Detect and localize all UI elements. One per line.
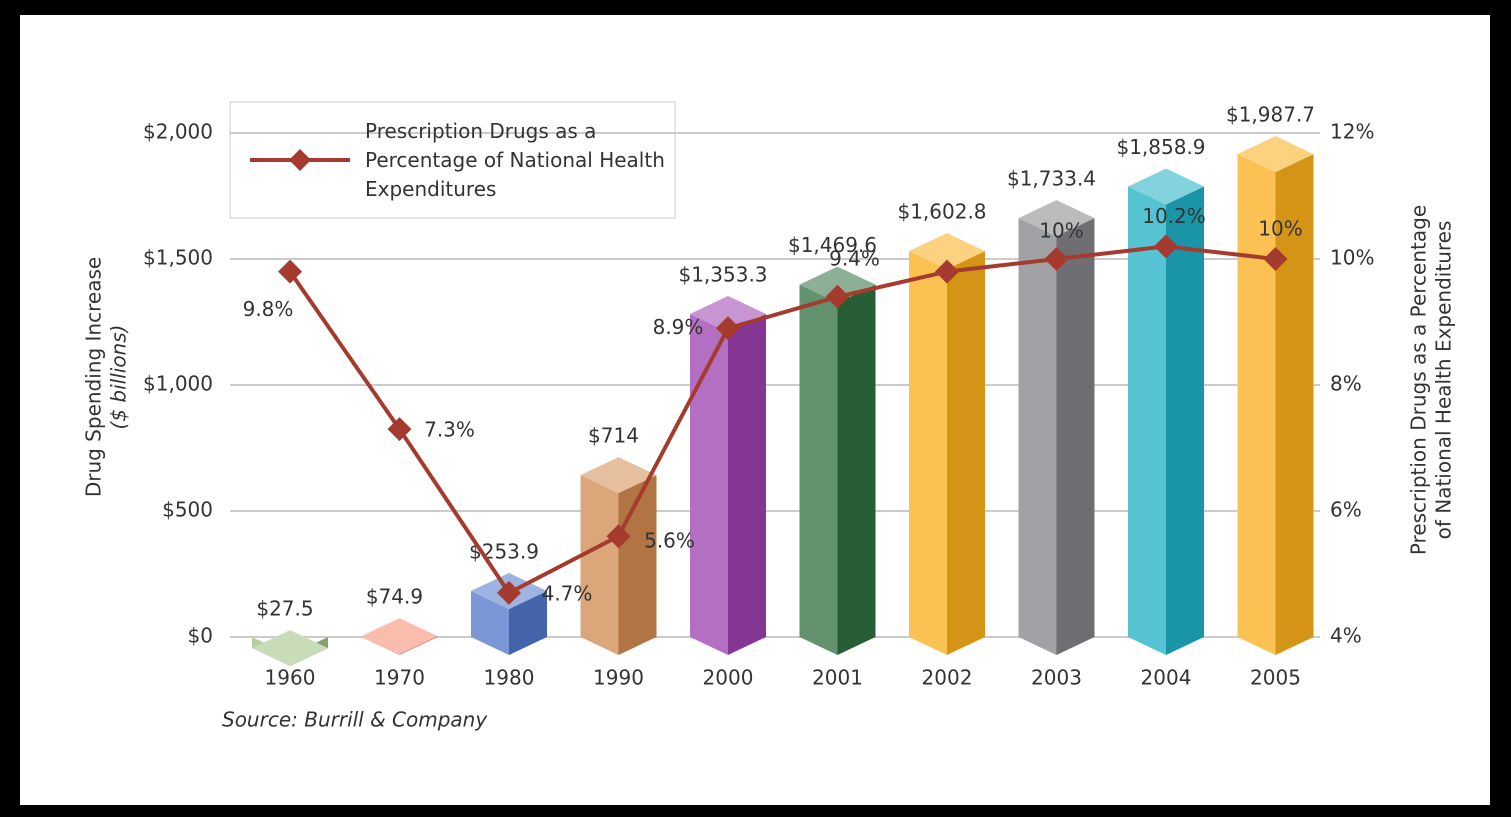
- x-tick-label: 1960: [265, 666, 316, 690]
- line-value-label: 10%: [1258, 217, 1302, 241]
- bar-top: [580, 457, 657, 494]
- line-value-label: 10.2%: [1142, 204, 1206, 228]
- line-marker: [825, 284, 850, 309]
- line-marker: [935, 259, 959, 284]
- x-tick-label: 2002: [922, 666, 973, 690]
- legend-marker: [289, 149, 311, 171]
- bar-top: [1128, 168, 1204, 205]
- bar-right-face: [1275, 154, 1314, 655]
- bar-top: [1237, 136, 1314, 173]
- line-marker: [606, 524, 631, 549]
- bar: [361, 618, 438, 655]
- bar-value-label: $27.5: [256, 597, 313, 621]
- line-value-label: 7.3%: [424, 418, 475, 442]
- bar-value-label: $1,987.7: [1226, 103, 1315, 127]
- x-tick-label: 1990: [593, 666, 644, 690]
- line-value-label: 9.8%: [243, 297, 294, 321]
- bar-value-label: $1,858.9: [1116, 135, 1205, 159]
- legend-label: Prescription Drugs as a Percentage of Na…: [365, 119, 665, 201]
- line-marker: [1044, 247, 1069, 271]
- y-tick-label: $0: [188, 624, 213, 648]
- x-tick-label: 2004: [1141, 666, 1192, 690]
- bar-value-label: $1,353.3: [678, 262, 767, 286]
- y2-tick-label: 6%: [1330, 498, 1362, 522]
- line-marker: [497, 580, 521, 605]
- y-tick-label: $1,500: [143, 246, 213, 270]
- bar-left-face: [1237, 154, 1276, 655]
- source: Source: Burrill & Company: [222, 708, 488, 732]
- bar: [1128, 168, 1204, 656]
- line-value-label: 10%: [1039, 219, 1083, 243]
- y-tick-label: $1,000: [143, 372, 213, 396]
- y2-tick-label: 12%: [1330, 120, 1374, 144]
- y2-axis-label: of National Health Expenditures: [1432, 221, 1456, 540]
- bar-left-face: [1128, 186, 1166, 656]
- x-tick-label: 2003: [1031, 666, 1082, 690]
- bar-right-face: [837, 284, 876, 655]
- bar-value-label: $714: [588, 424, 639, 448]
- y-tick-label: $500: [162, 498, 213, 522]
- y2-tick-label: 10%: [1330, 246, 1374, 270]
- line-marker: [1263, 247, 1288, 271]
- bar-left-face: [471, 591, 509, 655]
- bar-right-face: [1166, 186, 1204, 656]
- line-marker: [387, 417, 412, 442]
- bar-left-face: [909, 251, 947, 655]
- bar-top: [1018, 200, 1095, 237]
- y2-tick-label: 8%: [1330, 372, 1362, 396]
- line-value-label: 5.6%: [644, 529, 695, 553]
- bar: [252, 630, 328, 667]
- x-tick-label: 2001: [812, 666, 863, 690]
- bar: [909, 233, 985, 655]
- bar: [799, 266, 876, 655]
- bar-top: [909, 233, 985, 270]
- bar-right-face: [728, 313, 766, 655]
- bar-left-face: [799, 284, 838, 655]
- bar-top: [252, 630, 328, 667]
- line-marker: [278, 259, 302, 284]
- line-marker: [716, 316, 740, 341]
- bar: [690, 295, 766, 655]
- line-value-label: 8.9%: [653, 315, 704, 339]
- y-axis-label: ($ billions): [107, 325, 131, 430]
- bar-value-label: $1,733.4: [1007, 167, 1096, 191]
- bar-top: [361, 618, 438, 655]
- bar-right-face: [509, 591, 547, 655]
- x-tick-label: 2005: [1250, 666, 1301, 690]
- bar-right-face: [1056, 218, 1095, 655]
- bar-left-face: [1018, 218, 1057, 655]
- bar-value-label: $1,469.6: [788, 233, 877, 257]
- bar-left-face: [361, 636, 400, 655]
- y-axis-label: Drug Spending Increase: [82, 257, 106, 497]
- bar-value-label: $1,602.8: [897, 200, 986, 224]
- bar-left-face: [690, 313, 728, 655]
- y2-tick-label: 4%: [1330, 624, 1362, 648]
- bar-right-face: [399, 636, 438, 655]
- x-tick-label: 1970: [374, 666, 425, 690]
- line-value-label: 9.4%: [829, 246, 880, 270]
- line: [288, 244, 1276, 596]
- y-tick-label: $2,000: [143, 120, 213, 144]
- bar: [1237, 136, 1314, 655]
- bar-left-face: [580, 475, 619, 655]
- line-marker: [1154, 234, 1178, 259]
- bar-right-face: [947, 251, 985, 655]
- x-tick-label: 2000: [703, 666, 754, 690]
- y2-axis-label: Prescription Drugs as a Percentage: [1407, 205, 1431, 555]
- line-value-label: 4.7%: [542, 581, 593, 605]
- bar: [1018, 200, 1095, 655]
- x-tick-label: 1980: [484, 666, 535, 690]
- bar-value-label: $74.9: [366, 585, 423, 609]
